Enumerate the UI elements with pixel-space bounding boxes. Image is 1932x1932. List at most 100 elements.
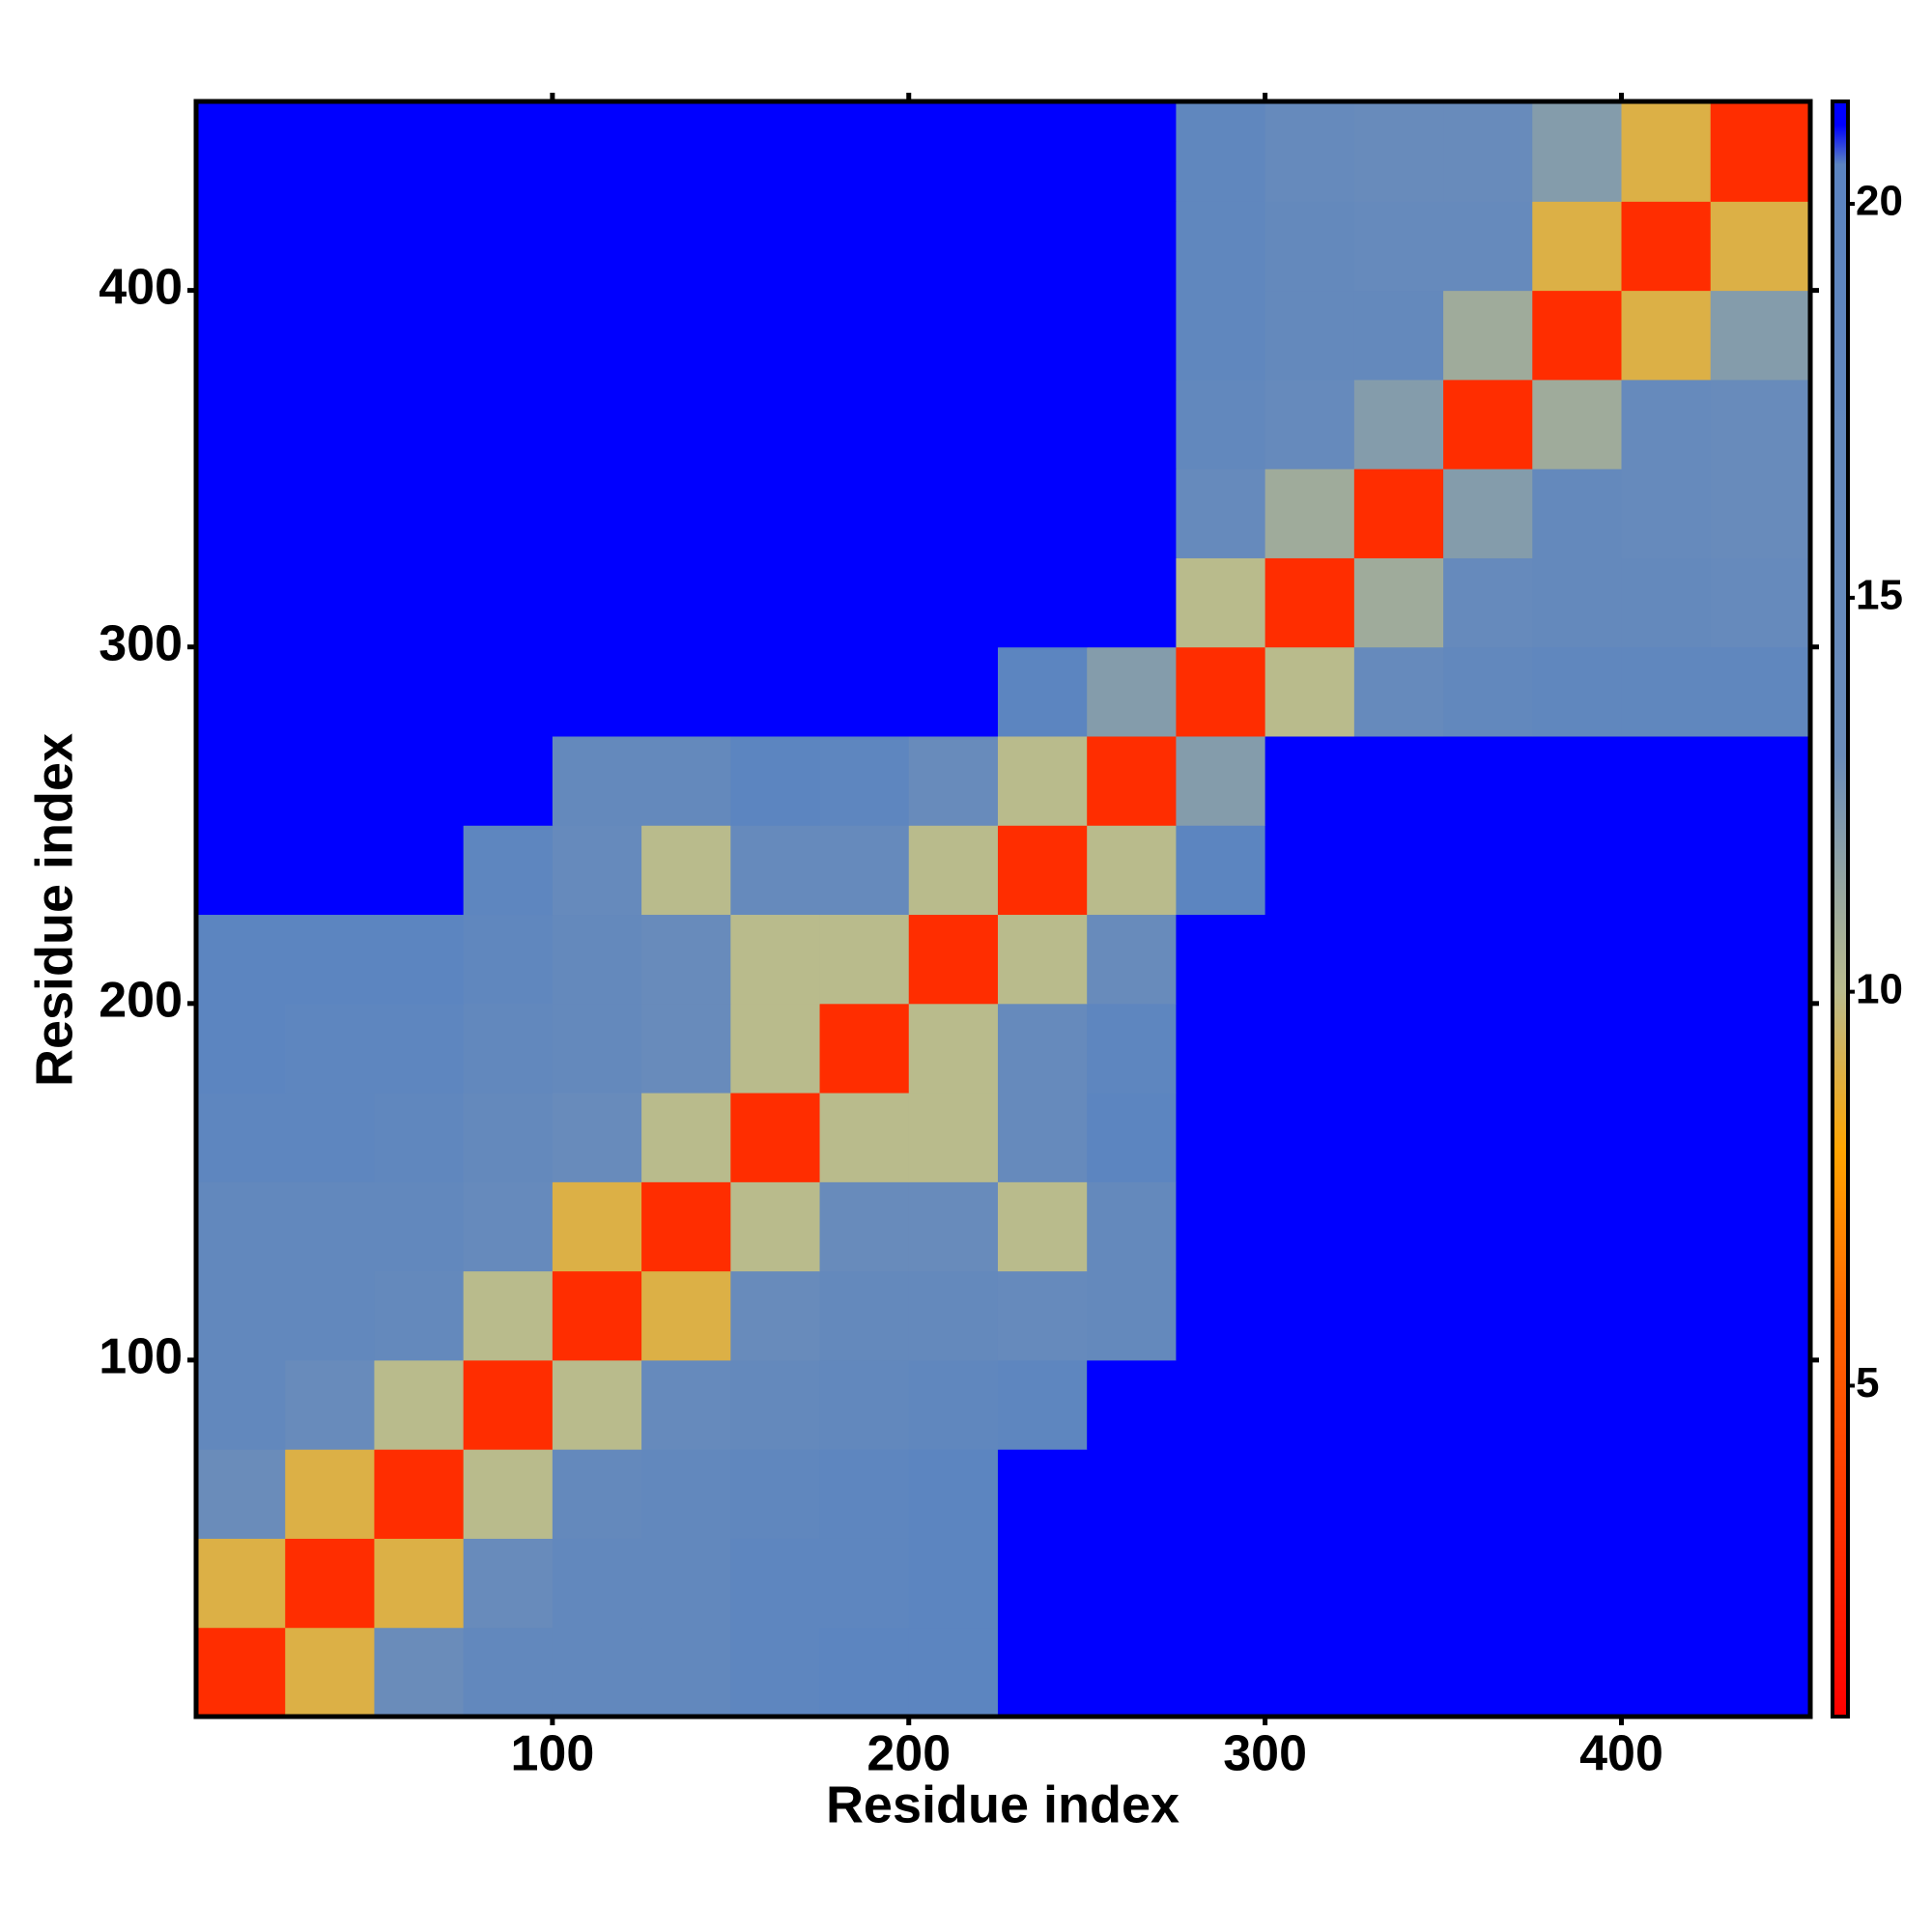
- heatmap-cell: [1087, 1181, 1177, 1272]
- heatmap-cell: [1710, 290, 1811, 381]
- heatmap-cell: [1087, 201, 1177, 292]
- heatmap-cell: [641, 379, 731, 469]
- heatmap-cell: [1621, 290, 1712, 381]
- heatmap-cell: [819, 1003, 910, 1094]
- heatmap-cell: [1264, 379, 1355, 469]
- heatmap-cell: [552, 379, 642, 469]
- y-tick-label: 100: [99, 1329, 183, 1385]
- heatmap-cell: [374, 914, 465, 1005]
- heatmap-cell: [1532, 1270, 1622, 1361]
- heatmap-cell: [463, 1181, 554, 1272]
- heatmap-cell: [1621, 735, 1712, 826]
- heatmap-cell: [196, 290, 286, 381]
- heatmap-cell: [730, 1538, 821, 1629]
- heatmap-cell: [1621, 825, 1712, 916]
- heatmap-cell: [908, 201, 999, 292]
- heatmap-cell: [730, 1359, 821, 1450]
- heatmap-cell: [1176, 646, 1266, 737]
- heatmap-cell: [196, 1449, 286, 1539]
- y-tick-label: 300: [99, 615, 183, 671]
- heatmap-cell: [285, 1181, 375, 1272]
- heatmap-cell: [730, 1003, 821, 1094]
- heatmap-cell: [1710, 1270, 1811, 1361]
- heatmap-cell: [641, 290, 731, 381]
- heatmap-cell: [641, 735, 731, 826]
- heatmap-cell: [1532, 735, 1622, 826]
- heatmap-cell: [1532, 1003, 1622, 1094]
- heatmap-cell: [552, 201, 642, 292]
- heatmap-cell: [641, 825, 731, 916]
- heatmap-cell: [908, 379, 999, 469]
- heatmap-cell: [997, 1003, 1088, 1094]
- heatmap-cell: [730, 1270, 821, 1361]
- heatmap-cell: [1087, 101, 1177, 202]
- heatmap-cell: [1176, 1449, 1266, 1539]
- heatmap-cell: [908, 646, 999, 737]
- heatmap-cell: [463, 201, 554, 292]
- heatmap-cell: [1264, 1181, 1355, 1272]
- heatmap-cell: [552, 290, 642, 381]
- heatmap-cell: [1353, 914, 1444, 1005]
- heatmap-cell: [463, 1359, 554, 1450]
- heatmap-cell: [1532, 646, 1622, 737]
- heatmap-cell: [463, 1627, 554, 1718]
- y-tick-label: 200: [99, 973, 183, 1029]
- y-axis-title: Residue index: [25, 733, 83, 1087]
- heatmap-cell: [285, 469, 375, 558]
- heatmap-cell: [285, 825, 375, 916]
- heatmap-cell: [285, 1627, 375, 1718]
- heatmap-cell: [1710, 1181, 1811, 1272]
- heatmap-cell: [1087, 825, 1177, 916]
- heatmap-cell: [374, 1538, 465, 1629]
- heatmap-cell: [1176, 1627, 1266, 1718]
- heatmap-cell: [374, 201, 465, 292]
- heatmap-cell: [641, 1181, 731, 1272]
- heatmap-cell: [730, 914, 821, 1005]
- heatmap-cell: [285, 201, 375, 292]
- heatmap-cell: [1353, 825, 1444, 916]
- heatmap-cell: [196, 914, 286, 1005]
- heatmap-cell: [1176, 914, 1266, 1005]
- heatmap-cell: [1443, 914, 1533, 1005]
- heatmap-cell: [908, 1181, 999, 1272]
- heatmap-cell: [1710, 1538, 1811, 1629]
- heatmap-cell: [196, 825, 286, 916]
- heatmap-cell: [196, 201, 286, 292]
- heatmap-cell: [908, 101, 999, 202]
- heatmap-cell: [285, 379, 375, 469]
- heatmap-cell: [997, 1181, 1088, 1272]
- heatmap-cell: [1621, 1359, 1712, 1450]
- heatmap-cell: [1353, 101, 1444, 202]
- heatmap-cell: [1532, 1627, 1622, 1718]
- heatmap-cell: [1264, 825, 1355, 916]
- heatmap-cell: [641, 646, 731, 737]
- x-tick-label: 300: [1223, 1726, 1307, 1782]
- heatmap-cell: [1532, 825, 1622, 916]
- heatmap-cell: [552, 1270, 642, 1361]
- heatmap-cell: [285, 1359, 375, 1450]
- heatmap-cell: [1710, 201, 1811, 292]
- heatmap-cell: [908, 557, 999, 648]
- heatmap-cell: [552, 1003, 642, 1094]
- heatmap-cell: [641, 1003, 731, 1094]
- heatmap-cell: [819, 1093, 910, 1182]
- heatmap-cell: [1176, 1359, 1266, 1450]
- heatmap-cell: [1621, 1270, 1712, 1361]
- heatmap-cell: [1443, 646, 1533, 737]
- heatmap-cell: [196, 1270, 286, 1361]
- heatmap-cell: [1087, 1093, 1177, 1182]
- heatmap-cell: [1353, 201, 1444, 292]
- heatmap-cell: [552, 557, 642, 648]
- heatmap-cell: [1264, 201, 1355, 292]
- heatmap-cell: [730, 557, 821, 648]
- heatmap-cell: [463, 1003, 554, 1094]
- heatmap-cell: [463, 469, 554, 558]
- heatmap-cell: [374, 825, 465, 916]
- heatmap-cell: [819, 101, 910, 202]
- heatmap-cell: [1621, 646, 1712, 737]
- heatmap-cell: [1621, 1538, 1712, 1629]
- heatmap-cell: [1087, 1359, 1177, 1450]
- plot-frame: [193, 99, 1813, 1719]
- heatmap-cell: [1264, 557, 1355, 648]
- heatmap-cell: [196, 735, 286, 826]
